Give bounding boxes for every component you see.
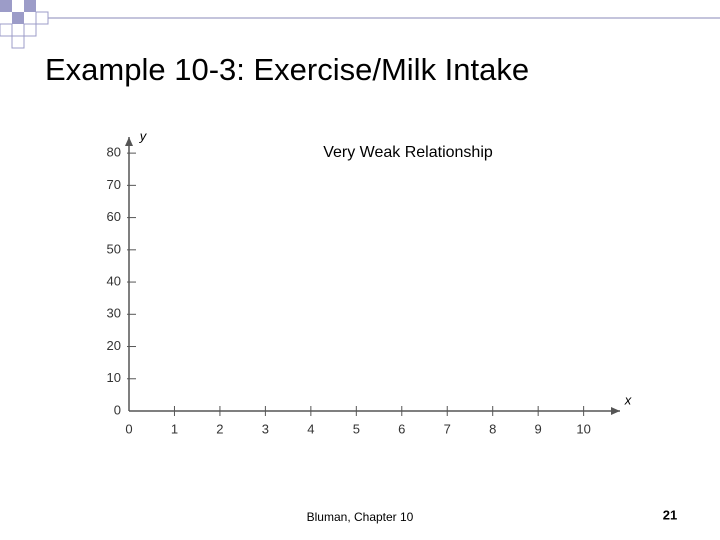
y-tick-label: 40 [107, 273, 121, 288]
deco-square [12, 12, 24, 24]
deco-square [23, 23, 37, 37]
y-tick-label: 50 [107, 241, 121, 256]
x-tick-label: 6 [398, 421, 405, 436]
x-tick-label: 3 [262, 421, 269, 436]
x-tick-label: 9 [535, 421, 542, 436]
chart-title: Very Weak Relationship [323, 144, 493, 161]
y-tick-label: 70 [107, 177, 121, 192]
x-axis-label: x [624, 392, 632, 407]
deco-square [11, 35, 25, 49]
x-tick-label: 1 [171, 421, 178, 436]
y-tick-label: 10 [107, 370, 121, 385]
y-axis-label: y [139, 128, 148, 143]
y-tick-label: 80 [107, 145, 121, 160]
decoration [0, 0, 720, 49]
x-arrow [611, 407, 620, 415]
footer: Bluman, Chapter 10 [307, 510, 414, 524]
deco-square [35, 11, 49, 25]
deco-square [24, 0, 36, 12]
deco-square [0, 0, 12, 12]
x-tick-label: 0 [125, 421, 132, 436]
page-number: 21 [663, 507, 677, 522]
x-tick-label: 10 [576, 421, 590, 436]
slide-title: Example 10-3: Exercise/Milk Intake [45, 52, 529, 87]
deco-square [0, 23, 13, 37]
x-tick-label: 7 [444, 421, 451, 436]
x-tick-label: 2 [216, 421, 223, 436]
x-tick-label: 5 [353, 421, 360, 436]
y-tick-label: 0 [114, 402, 121, 417]
x-tick-label: 4 [307, 421, 314, 436]
y-arrow [125, 137, 133, 146]
y-tick-label: 60 [107, 209, 121, 224]
x-tick-label: 8 [489, 421, 496, 436]
y-tick-label: 30 [107, 306, 121, 321]
y-tick-label: 20 [107, 338, 121, 353]
